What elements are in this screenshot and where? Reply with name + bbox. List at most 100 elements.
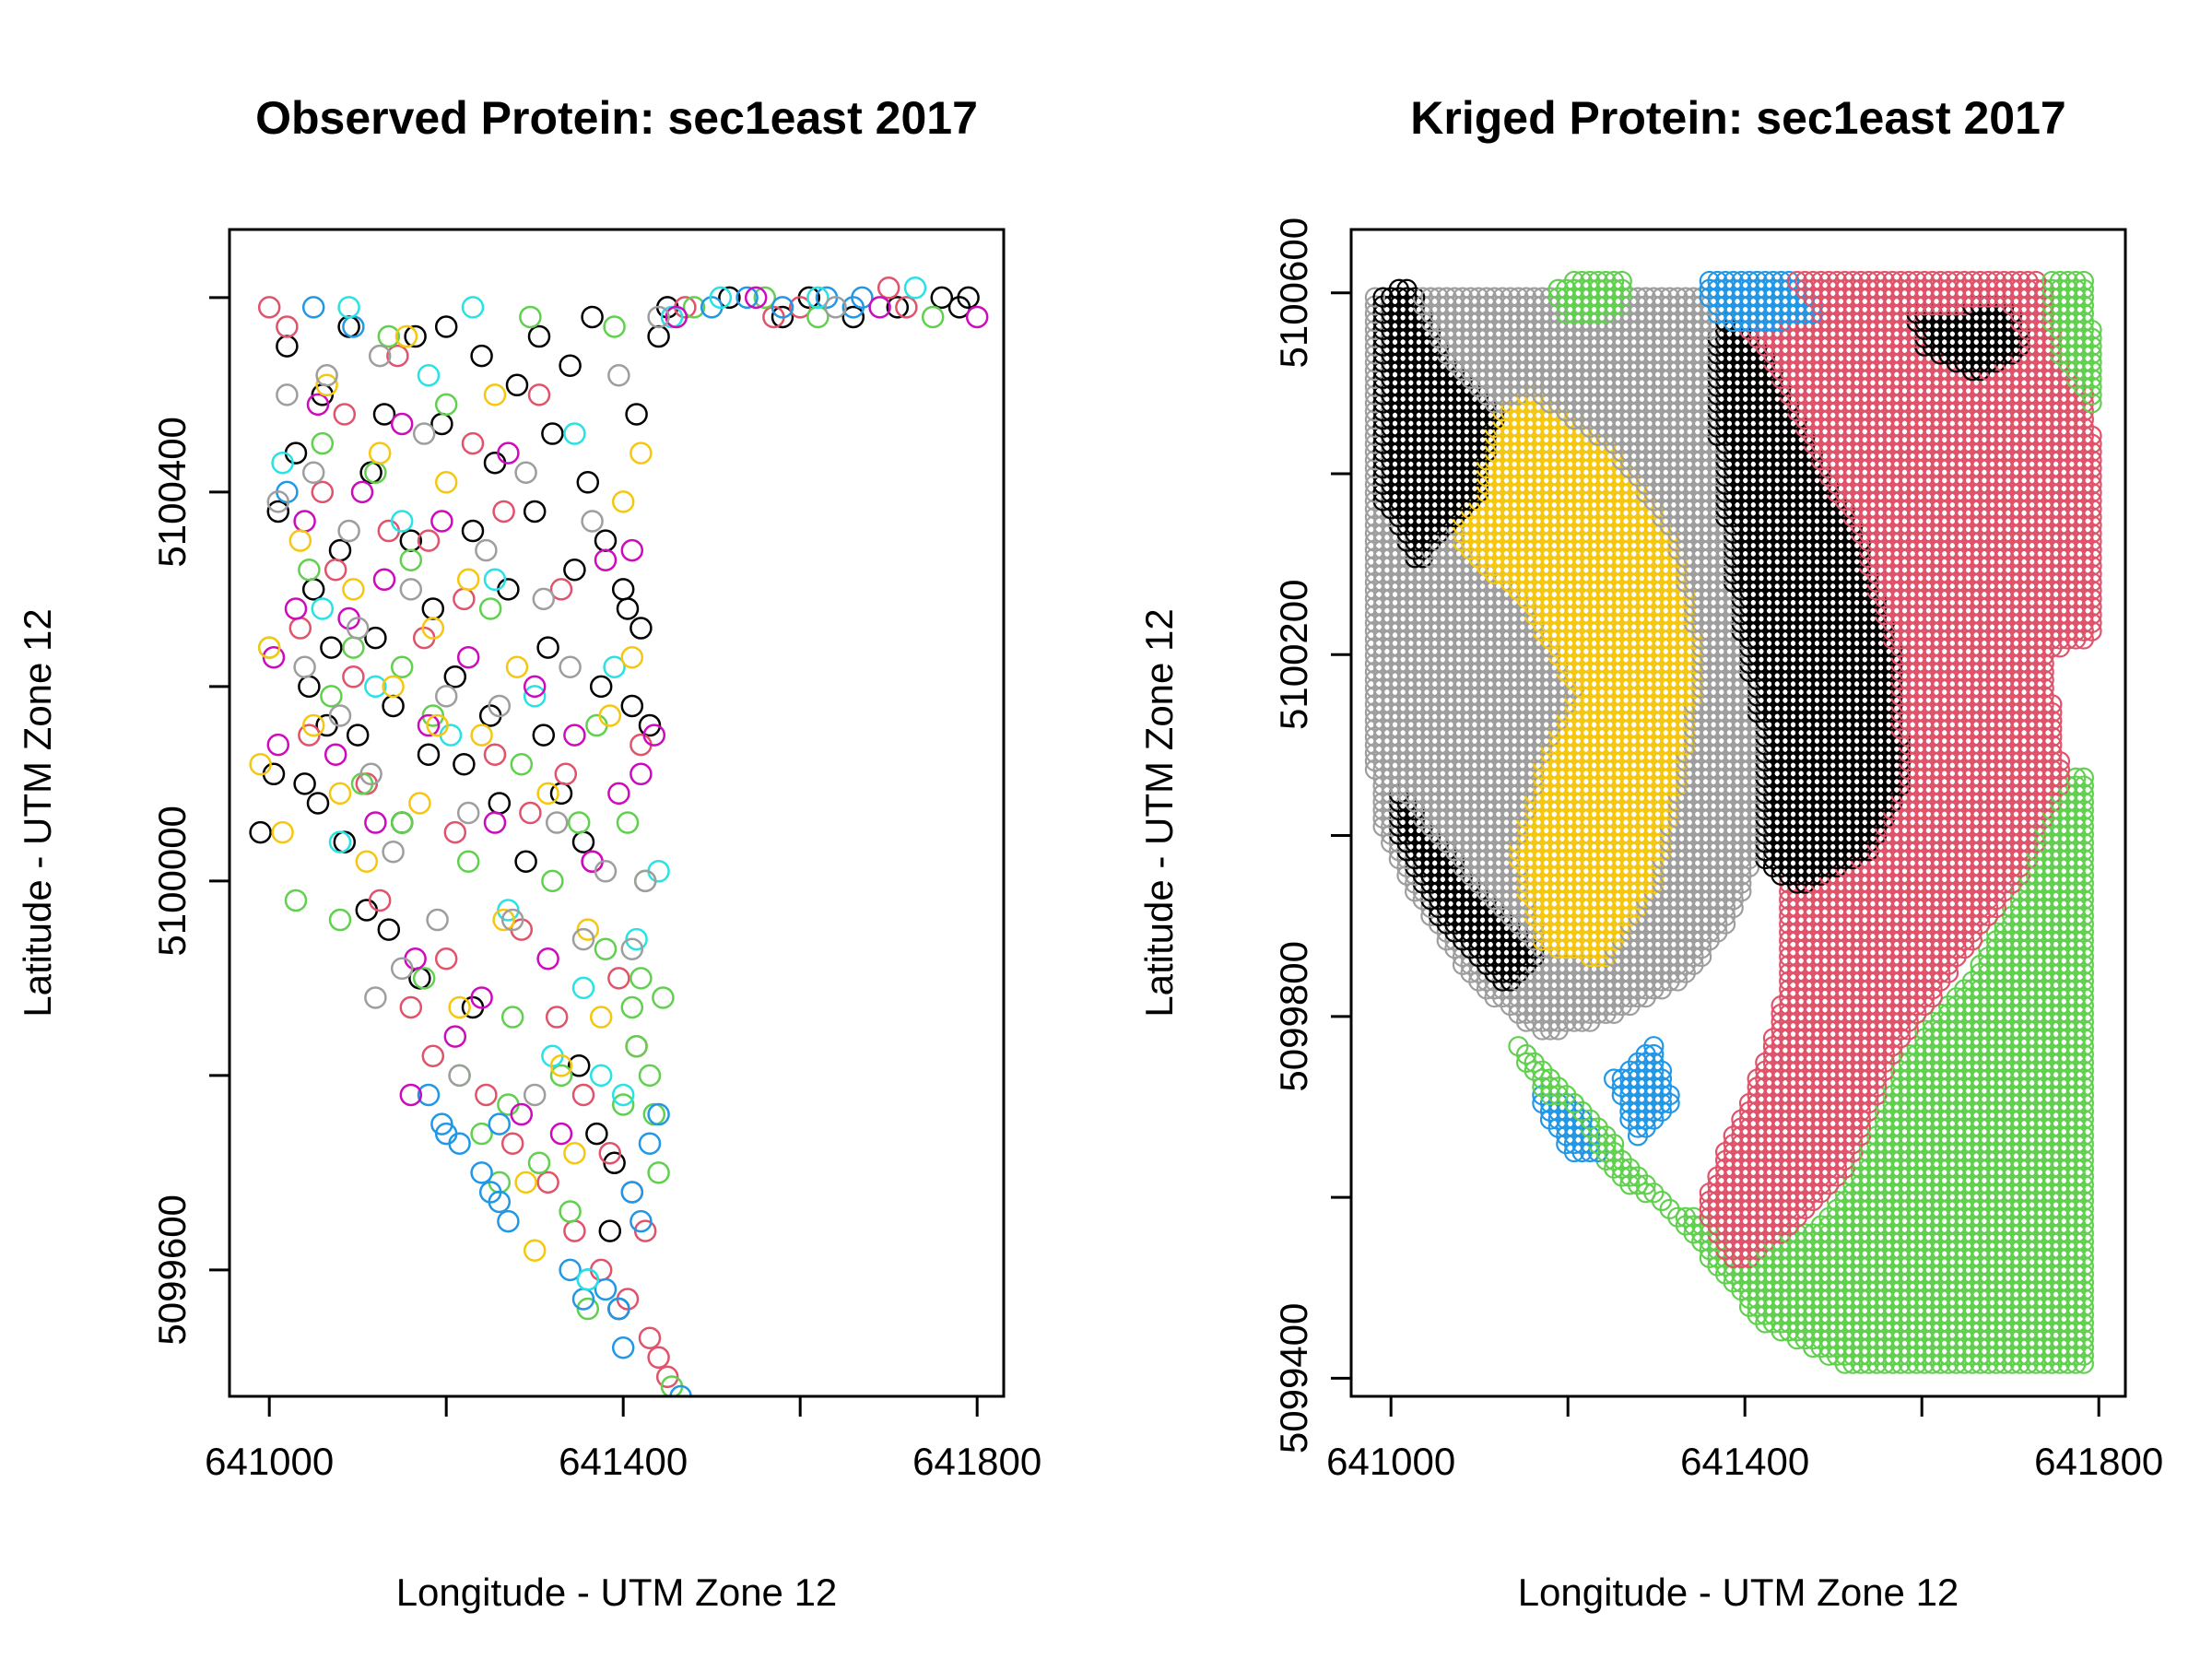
- observed-point-cyan: [328, 830, 352, 853]
- observed-point-black: [585, 1122, 608, 1146]
- observed-point-green: [753, 286, 777, 310]
- observed-point-gray: [514, 461, 537, 484]
- observed-point-black: [771, 305, 794, 329]
- kriged-cell-green: [1675, 1206, 1696, 1228]
- kriged-points: [1364, 270, 2102, 1374]
- observed-point-magenta: [364, 811, 387, 834]
- observed-point-red: [417, 529, 441, 552]
- observed-point-yellow: [342, 578, 365, 601]
- observed-point-cyan: [461, 296, 485, 319]
- observed-y-axis-label: Latitude - UTM Zone 12: [16, 608, 59, 1018]
- observed-point-black: [563, 559, 586, 582]
- observed-point-blue: [851, 286, 874, 310]
- observed-point-green: [320, 685, 343, 708]
- observed-point-magenta: [629, 762, 653, 786]
- observed-point-black: [536, 636, 559, 659]
- observed-point-magenta: [456, 645, 480, 669]
- observed-point-cyan: [709, 286, 733, 310]
- observed-point-black: [404, 324, 427, 348]
- observed-point-green: [500, 1006, 524, 1029]
- observed-point-black: [594, 529, 618, 552]
- observed-x-tick-label: 641000: [205, 1440, 334, 1483]
- observed-point-gray: [475, 538, 498, 562]
- observed-point-gray: [346, 617, 370, 640]
- observed-point-black: [320, 636, 343, 659]
- observed-point-green: [594, 937, 618, 960]
- observed-point-red: [895, 296, 918, 319]
- observed-point-magenta: [404, 947, 427, 971]
- observed-point-black: [249, 820, 272, 844]
- observed-point-blue: [559, 1258, 582, 1282]
- observed-point-red: [598, 1142, 622, 1165]
- observed-point-red: [368, 888, 392, 912]
- observed-point-yellow: [288, 529, 312, 552]
- observed-point-yellow: [328, 782, 352, 806]
- observed-point-black: [276, 335, 299, 358]
- observed-point-red: [554, 762, 578, 786]
- observed-point-gray: [620, 937, 644, 960]
- observed-point-magenta: [868, 296, 891, 319]
- observed-point-green: [510, 753, 534, 776]
- observed-point-yellow: [514, 1171, 537, 1194]
- observed-point-magenta: [744, 286, 768, 310]
- observed-point-gray: [594, 860, 618, 883]
- observed-point-cyan: [576, 1268, 600, 1291]
- observed-point-gray: [364, 986, 387, 1009]
- observed-point-blue: [594, 1277, 618, 1301]
- observed-point-gray: [368, 344, 392, 368]
- observed-point-gray: [301, 461, 325, 484]
- observed-point-black: [629, 617, 653, 640]
- observed-point-yellow: [589, 1006, 613, 1029]
- observed-point-cyan: [571, 976, 595, 1000]
- observed-point-green: [585, 713, 608, 737]
- observed-point-black: [497, 578, 520, 601]
- observed-point-green: [478, 597, 502, 620]
- observed-point-blue: [342, 315, 365, 338]
- observed-point-yellow: [421, 617, 445, 640]
- observed-point-yellow: [448, 995, 471, 1019]
- observed-point-magenta: [536, 947, 559, 971]
- observed-point-cyan: [611, 1083, 635, 1107]
- observed-y-tick-label: 5100400: [150, 417, 194, 568]
- observed-point-cyan: [589, 1064, 613, 1088]
- observed-point-green: [652, 986, 675, 1009]
- observed-point-magenta: [390, 412, 414, 436]
- observed-point-black: [527, 324, 551, 348]
- observed-point-black: [532, 724, 556, 747]
- observed-point-green: [364, 461, 387, 484]
- observed-point-magenta: [430, 510, 453, 533]
- observed-point-magenta: [483, 811, 507, 834]
- observed-point-green: [470, 1122, 493, 1146]
- observed-point-blue: [771, 296, 794, 319]
- observed-point-cyan: [390, 510, 414, 533]
- observed-point-yellow: [315, 373, 338, 397]
- observed-point-green: [390, 811, 414, 834]
- observed-point-red: [399, 995, 423, 1019]
- observed-point-black: [567, 1054, 591, 1077]
- observed-point-yellow: [271, 820, 294, 844]
- observed-point-green: [629, 967, 653, 990]
- observed-point-black: [886, 296, 910, 319]
- observed-point-gray: [315, 364, 338, 387]
- observed-point-gray: [328, 704, 352, 727]
- observed-point-magenta: [607, 782, 630, 806]
- observed-point-green: [559, 1200, 582, 1223]
- observed-point-magenta: [594, 548, 618, 571]
- observed-point-green: [921, 305, 945, 329]
- observed-point-gray: [545, 811, 569, 834]
- observed-point-black: [559, 354, 582, 377]
- observed-point-yellow: [434, 471, 458, 494]
- observed-point-magenta: [350, 480, 374, 504]
- observed-point-black: [514, 850, 537, 873]
- observed-point-red: [527, 383, 551, 406]
- kriged-cell-green: [1794, 1223, 1816, 1244]
- observed-point-cyan: [647, 860, 670, 883]
- observed-point-red: [257, 296, 281, 319]
- observed-point-red: [571, 1083, 595, 1107]
- observed-point-black: [625, 403, 648, 426]
- observed-point-cyan: [271, 451, 294, 475]
- observed-point-magenta: [284, 597, 308, 620]
- observed-point-yellow: [394, 324, 418, 348]
- observed-point-red: [483, 743, 507, 766]
- observed-point-gray: [581, 510, 604, 533]
